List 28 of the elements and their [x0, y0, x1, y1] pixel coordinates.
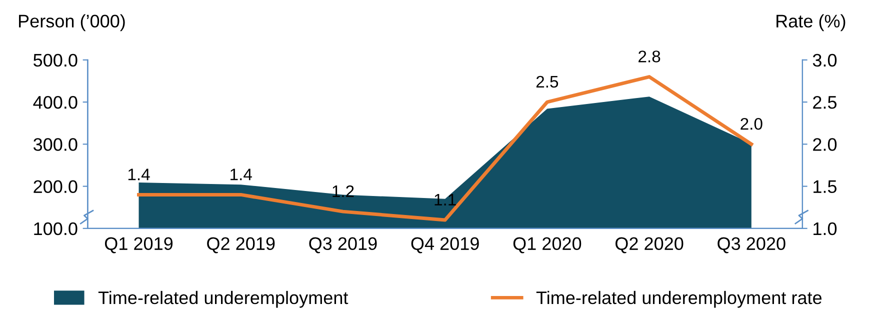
x-tick-label: Q4 2019 [411, 237, 479, 254]
data-label: 2.0 [740, 118, 762, 130]
data-label: 1.2 [332, 185, 354, 198]
y-tick-label: 400.0 [33, 96, 78, 109]
y-tick-label: 300.0 [33, 138, 78, 151]
data-label: 1.4 [230, 168, 252, 180]
y2-tick-label: 3.0 [812, 54, 837, 67]
y-tick-label: 200.0 [34, 180, 78, 194]
data-label: 1.1 [434, 194, 456, 206]
y-tick-label: 500.0 [34, 54, 78, 67]
data-label: 2.8 [638, 50, 660, 62]
x-tick-label: Q2 2019 [207, 237, 275, 254]
y2-tick-label: 1.5 [814, 180, 837, 194]
legend-label: Time-related underemployment rate [536, 290, 822, 308]
y2-tick-label: 2.5 [813, 96, 837, 109]
y2-tick-label: 1.0 [814, 222, 837, 236]
y2-tick-label: 2.0 [813, 138, 837, 151]
x-tick-label: Q3 2019 [309, 237, 377, 254]
x-tick-label: Q2 2020 [616, 237, 684, 254]
data-label: 2.5 [536, 76, 558, 88]
y2-axis-title: Rate (%) [776, 14, 846, 32]
x-tick-label: Q3 2020 [718, 237, 786, 254]
y-axis-title: Person (’000) [19, 14, 125, 32]
x-tick-label: Q1 2020 [513, 237, 582, 254]
y-tick-label: 100.0 [34, 222, 78, 236]
data-label: 1.4 [128, 168, 150, 180]
x-tick-label: Q1 2019 [104, 237, 173, 254]
legend-label: Time-related underemployment [98, 290, 348, 308]
